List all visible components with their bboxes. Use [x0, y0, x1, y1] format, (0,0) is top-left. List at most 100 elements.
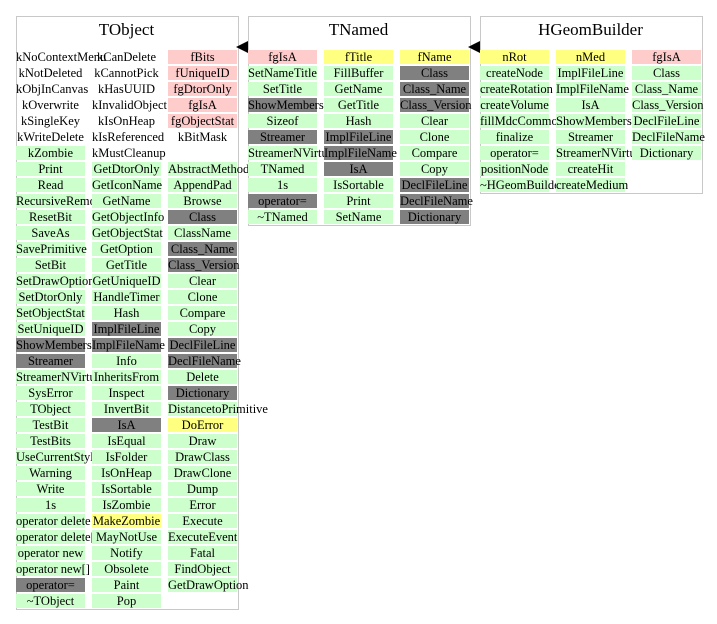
member-cell: createMedium: [556, 178, 629, 192]
member-cell: UseCurrentStyle: [16, 450, 100, 464]
member-cell: IsA: [556, 98, 625, 112]
member-cell: StreamerNVirtual: [248, 146, 337, 160]
member-cell: Dictionary: [400, 210, 469, 224]
member-cell: kInvalidObject: [92, 98, 167, 112]
member-cell: ImplFileLine: [92, 322, 161, 336]
member-cell: FindObject: [168, 562, 237, 576]
member-cell: IsZombie: [92, 498, 161, 512]
member-cell: IsSortable: [92, 482, 161, 496]
member-cell: createHit: [556, 162, 625, 176]
member-cell: ImplFileName: [556, 82, 629, 96]
member-cell: Print: [16, 162, 85, 176]
member-cell: Write: [16, 482, 85, 496]
member-cell: Class_Name: [400, 82, 469, 96]
member-cell: fgDtorOnly: [168, 82, 237, 96]
member-cell: operator delete[]: [16, 530, 99, 544]
member-cell: fgIsA: [632, 50, 701, 64]
member-cell: MayNotUse: [92, 530, 161, 544]
member-cell: Read: [16, 178, 85, 192]
member-cell: Class: [400, 66, 469, 80]
member-cell: FillBuffer: [324, 66, 393, 80]
member-cell: MakeZombie: [92, 514, 161, 528]
member-cell: Execute: [168, 514, 237, 528]
member-cell: HandleTimer: [92, 290, 161, 304]
member-cell: Print: [324, 194, 393, 208]
member-cell: DrawClass: [168, 450, 237, 464]
member-cell: fName: [400, 50, 469, 64]
member-cell: SetObjectStat: [16, 306, 85, 320]
member-cell: kZombie: [16, 146, 85, 160]
member-cell: SavePrimitive: [16, 242, 87, 256]
member-cell: Fatal: [168, 546, 237, 560]
member-cell: Class_Name: [168, 242, 237, 256]
member-cell: GetTitle: [92, 258, 161, 272]
member-cell: DoError: [168, 418, 237, 432]
member-cell: SysError: [16, 386, 85, 400]
member-cell: ShowMembers: [248, 98, 324, 112]
member-cell: DrawClone: [168, 466, 237, 480]
member-cell: Copy: [168, 322, 237, 336]
member-cell: Clear: [400, 114, 469, 128]
member-cell: IsOnHeap: [92, 466, 161, 480]
member-cell: Sizeof: [248, 114, 317, 128]
inheritance-arrow-hgeombuilder-to-tnamed: [468, 41, 480, 53]
member-cell: createNode: [480, 66, 549, 80]
member-cell: GetOption: [92, 242, 161, 256]
member-cell: kMustCleanup: [92, 146, 166, 160]
member-cell: Compare: [168, 306, 237, 320]
member-cell: fillMdcCommonBlock: [480, 114, 594, 128]
member-cell: DeclFileLine: [168, 338, 237, 352]
member-cell: kObjInCanvas: [16, 82, 89, 96]
member-cell: ShowMembers: [556, 114, 632, 128]
member-cell: Dump: [168, 482, 237, 496]
member-cell: ~TObject: [16, 594, 85, 608]
member-cell: ClassName: [168, 226, 237, 240]
member-cell: GetTitle: [324, 98, 393, 112]
member-cell: Dictionary: [632, 146, 701, 160]
member-cell: 1s: [16, 498, 85, 512]
member-cell: InheritsFrom: [92, 370, 161, 384]
member-cell: SetDrawOption: [16, 274, 95, 288]
member-cell: IsA: [92, 418, 161, 432]
member-cell: GetObjectInfo: [92, 210, 165, 224]
member-cell: IsSortable: [324, 178, 393, 192]
member-cell: IsEqual: [92, 434, 161, 448]
inheritance-arrow-tnamed-to-tobject: [236, 41, 248, 53]
member-cell: ShowMembers: [16, 338, 92, 352]
member-cell: Pop: [92, 594, 161, 608]
member-cell: kCannotPick: [94, 66, 159, 80]
member-cell: GetUniqueID: [92, 274, 161, 288]
member-cell: kBitMask: [177, 130, 228, 144]
member-cell: InvertBit: [92, 402, 161, 416]
member-cell: ImplFileName: [92, 338, 165, 352]
member-cell: kNoContextMenu: [16, 50, 107, 64]
member-cell: kIsReferenced: [92, 130, 165, 144]
member-cell: GetName: [92, 194, 161, 208]
member-cell: Browse: [168, 194, 237, 208]
member-cell: Inspect: [92, 386, 161, 400]
member-cell: IsFolder: [92, 450, 161, 464]
member-cell: operator delete: [16, 514, 91, 528]
member-cell: Streamer: [16, 354, 85, 368]
member-cell: TestBit: [16, 418, 85, 432]
member-cell: Class_Version: [400, 98, 472, 112]
member-cell: Error: [168, 498, 237, 512]
member-cell: AbstractMethod: [168, 162, 250, 176]
member-cell: fgIsA: [168, 98, 237, 112]
member-cell: fTitle: [324, 50, 393, 64]
member-cell: Warning: [16, 466, 85, 480]
member-cell: ~HGeomBuilder: [480, 178, 564, 192]
member-cell: SetNameTitle: [248, 66, 317, 80]
member-cell: kHasUUID: [98, 82, 155, 96]
member-cell: operator=: [480, 146, 549, 160]
member-cell: SetBit: [16, 258, 85, 272]
member-cell: GetName: [324, 82, 393, 96]
member-cell: SetUniqueID: [16, 322, 85, 336]
member-cell: positionNode: [480, 162, 549, 176]
member-cell: 1s: [248, 178, 317, 192]
member-cell: GetDtorOnly: [92, 162, 161, 176]
member-cell: Compare: [400, 146, 469, 160]
member-cell: finalize: [480, 130, 549, 144]
member-cell: fgIsA: [248, 50, 317, 64]
member-cell: Draw: [168, 434, 237, 448]
